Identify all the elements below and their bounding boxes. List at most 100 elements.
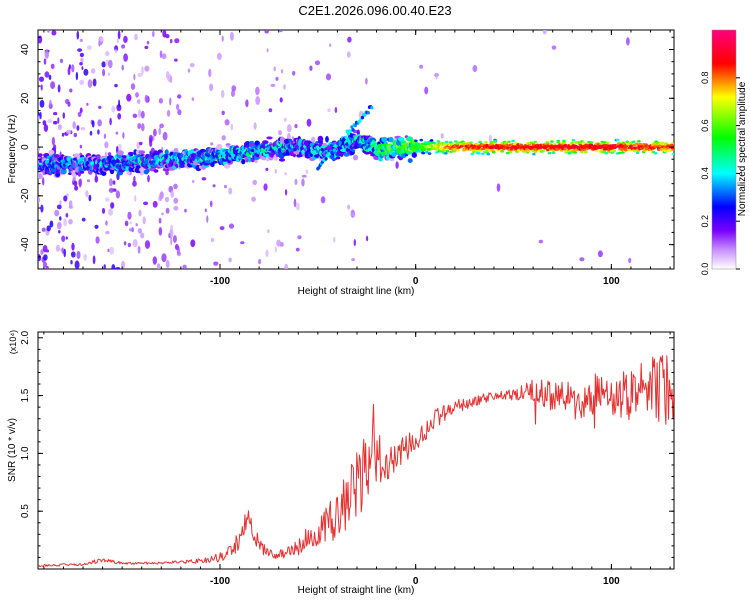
spectrogram-speckle [51,30,57,36]
spectrogram-speckle [115,131,119,135]
spectrogram-speckle [54,209,60,217]
spectrogram-speckle [79,107,83,114]
spectrogram-speckle [274,246,277,253]
spectrogram-speckle [153,128,157,137]
spectrogram-speckle [137,123,142,129]
spectrogram-speckle [173,183,178,190]
spectrogram-speckle [57,84,61,93]
spectrogram-speckle [123,53,128,62]
spectrogram-speckle [245,99,249,108]
spectrogram-speckle [97,119,102,127]
spectrogram-speckle [284,263,289,269]
spectrogram-speckle [138,209,142,217]
spectrogram-cell [153,169,159,173]
spectrogram-speckle [51,136,56,146]
spectrogram-speckle [46,225,51,232]
spectrogram-speckle [283,117,287,122]
spectrogram-speckle [109,246,115,255]
spectrogram-cell [164,149,169,155]
spectrogram-cell [117,150,124,156]
spectrogram-cell [139,167,145,173]
spectrogram-cell [491,150,496,154]
spectrogram-cell [128,166,133,172]
spectrogram-cell [562,139,566,143]
spectrogram-speckle [42,177,45,186]
spectrogram-speckle [65,213,69,218]
spectrogram-cell [226,145,231,148]
spectrogram-cell [470,152,475,156]
spectrogram-speckle [173,205,179,211]
spectrogram-speckle [91,120,95,128]
spectrogram-speckle [224,119,230,126]
spectrogram-speckle [353,239,356,247]
spectrogram-speckle [42,245,48,253]
spectrogram-speckle [87,79,93,88]
spectrogram-speckle [48,74,52,80]
spectrogram-cell [517,149,521,152]
spectrogram-speckle [209,83,214,92]
spectrogram-speckle [213,261,219,266]
spectrogram-speckle [53,144,57,151]
spectrogram-speckle [123,35,128,44]
spectrogram-cell [122,155,127,159]
spectrogram-cell [571,138,576,142]
spectrogram-cell [452,149,457,153]
spectrogram-cell [582,148,587,151]
spectrogram-speckle [63,248,66,258]
spectrogram-speckle [105,220,108,226]
spectrogram-cell [325,136,329,143]
spectrogram-speckle [294,178,298,185]
spectrogram-speckle [97,129,100,135]
spectrogram-speckle [184,208,187,213]
y-tick-label: 1.5 [20,388,31,402]
spectrogram-cell [531,143,536,146]
spectrogram-speckle [169,39,173,44]
spectrogram-cell [589,141,594,144]
y-tick-label: -20 [20,188,31,203]
spectrogram-cell [635,151,640,155]
spectrogram-speckle [43,124,49,132]
spectrogram-speckle [115,190,121,199]
spectrogram-cell [332,148,336,152]
spectrogram-speckle [274,169,277,174]
spectrogram-axes: -100 0 100 -40 -20 0 20 40 [20,30,674,287]
spectrogram-speckle [71,251,76,258]
spectrogram-cell [500,150,505,153]
snr-ylabel: SNR (10 * v/v) [7,418,18,482]
spectrogram-speckle [187,68,191,73]
spectrogram-cell [405,136,414,142]
spectrogram-speckle [129,221,132,225]
spectrogram-speckle [77,48,83,52]
spectrogram-speckle [266,48,269,53]
spectrogram-speckle [350,213,356,217]
spectrogram-cell [603,141,607,144]
spectrogram-cell [381,151,386,157]
spectrogram-speckle [626,37,630,46]
spectrogram-speckle [61,235,66,242]
spectrogram-speckle [103,133,106,139]
spectrogram-speckle [273,66,276,72]
spectrogram-speckle [123,241,127,246]
spectrogram-speckle [255,96,261,105]
spectrogram-speckle [49,99,52,108]
spectrogram-speckle [137,99,141,104]
spectrogram-speckle [127,211,132,220]
spectrogram-speckle [579,257,585,262]
spectrogram-speckle [264,30,269,34]
spectrogram-speckle [217,52,222,61]
spectrogram-speckle [279,30,283,33]
spectrogram-speckle [201,177,207,181]
spectrogram-speckle [325,73,332,81]
spectrogram-speckle [79,62,83,66]
spectrogram-speckle [158,217,162,224]
spectrogram-cell [241,158,246,165]
spectrogram-cell [454,140,458,143]
spectrogram-speckle [161,53,167,60]
spectrogram-cell [633,149,637,152]
spectrogram-cell [474,142,479,146]
spectrogram-speckle [176,103,180,111]
spectrogram-speckle [79,144,82,149]
spectrogram-speckle [144,240,151,249]
spectrogram-speckle [279,97,283,103]
spectrogram-cell [48,149,55,155]
